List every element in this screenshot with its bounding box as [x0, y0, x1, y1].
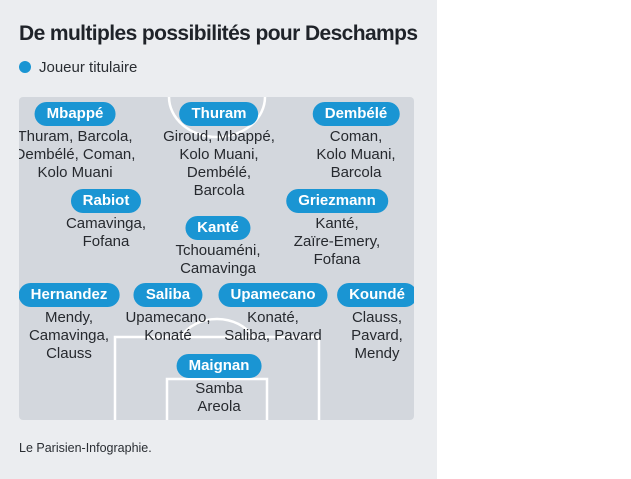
alternative-text: Konaté	[144, 327, 192, 344]
player-name-badge: Mbappé	[34, 102, 116, 126]
alternative-text: Dembélé,	[186, 164, 252, 181]
alternative-text: Thuram, Barcola,	[19, 128, 133, 145]
alternative-text: Areola	[197, 398, 241, 415]
player-konde: Koundé Clauss, Pavard, Mendy	[337, 283, 414, 363]
alternative-text: Kolo Muani	[37, 164, 113, 181]
player-griezmann: Griezmann Kanté, Zaïre-Emery, Fofana	[286, 189, 388, 269]
alternative-text: Camavinga,	[28, 327, 110, 344]
alternative-text: Kolo Muani,	[316, 146, 396, 163]
player-name-badge: Kanté	[185, 216, 251, 240]
alternative-text: Fofana	[82, 233, 130, 250]
alternatives-list: Camavinga, Fofana	[66, 215, 146, 251]
alternative-text: Mendy	[354, 345, 400, 362]
alternative-text: Samba	[195, 380, 243, 397]
player-name-badge: Dembélé	[312, 102, 400, 126]
infographic-title: De multiples possibilités pour Deschamps	[19, 22, 418, 45]
alternative-text: Camavinga,	[65, 215, 147, 232]
alternative-text: Pavard,	[351, 327, 403, 344]
player-name-badge: Hernandez	[19, 283, 120, 307]
alternative-text: Clauss,	[351, 309, 403, 326]
player-hernandez: Hernandez Mendy, Camavinga, Clauss	[19, 283, 120, 363]
alternative-text: Saliba, Pavard	[224, 327, 322, 344]
alternative-text: Zaïre-Emery,	[293, 233, 381, 250]
alternative-text: Clauss	[46, 345, 92, 362]
legend: Joueur titulaire	[19, 58, 137, 76]
alternatives-list: Konaté, Saliba, Pavard	[224, 309, 322, 345]
player-name-badge: Saliba	[133, 283, 203, 307]
player-kante: Kanté Tchouaméni, Camavinga	[175, 216, 261, 278]
pitch-lines	[113, 97, 321, 420]
player-thuram: Thuram Giroud, Mbappé, Kolo Muani, Dembé…	[163, 102, 275, 200]
player-saliba: Saliba Upamecano, Konaté	[125, 283, 211, 345]
player-mbappe: Mbappé Thuram, Barcola, Dembélé, Coman, …	[19, 102, 135, 182]
alternatives-list: Clauss, Pavard, Mendy	[351, 309, 403, 363]
alternatives-list: Thuram, Barcola, Dembélé, Coman, Kolo Mu…	[19, 128, 135, 182]
alternative-text: Barcola	[330, 164, 382, 181]
alternatives-list: Tchouaméni, Camavinga	[175, 242, 260, 278]
alternative-text: Mendy,	[44, 309, 94, 326]
alternative-text: Coman,	[329, 128, 383, 145]
alternatives-list: Kanté, Zaïre-Emery, Fofana	[294, 215, 380, 269]
player-upamecano: Upamecano Konaté, Saliba, Pavard	[218, 283, 328, 345]
alternatives-list: Coman, Kolo Muani, Barcola	[316, 128, 395, 182]
alternatives-list: Mendy, Camavinga, Clauss	[29, 309, 109, 363]
player-name-badge: Thuram	[179, 102, 259, 126]
player-name-badge: Rabiot	[70, 189, 142, 213]
player-name-badge: Upamecano	[218, 283, 328, 307]
alternative-text: Kolo Muani,	[179, 146, 259, 163]
alternative-text: Dembélé, Coman,	[19, 146, 136, 163]
alternative-text: Barcola	[193, 182, 245, 199]
player-name-badge: Koundé	[337, 283, 414, 307]
player-name-badge: Maignan	[176, 354, 262, 378]
alternatives-list: Samba Areola	[195, 380, 243, 416]
player-dembele: Dembélé Coman, Kolo Muani, Barcola	[312, 102, 400, 182]
player-maignan: Maignan Samba Areola	[176, 354, 262, 416]
alternative-text: Kanté,	[315, 215, 359, 232]
football-pitch: Mbappé Thuram, Barcola, Dembélé, Coman, …	[19, 97, 414, 420]
source-credit: Le Parisien-Infographie.	[19, 441, 152, 455]
player-rabiot: Rabiot Camavinga, Fofana	[66, 189, 146, 251]
alternative-text: Fofana	[313, 251, 361, 268]
legend-label: Joueur titulaire	[39, 58, 138, 76]
alternative-text: Giroud, Mbappé,	[163, 128, 275, 145]
legend-dot-icon	[19, 61, 31, 73]
alternative-text: Tchouaméni,	[175, 242, 261, 259]
alternative-text: Konaté,	[247, 309, 299, 326]
infographic-panel: De multiples possibilités pour Deschamps…	[0, 0, 437, 479]
alternative-text: Camavinga	[180, 260, 256, 277]
player-name-badge: Griezmann	[286, 189, 388, 213]
alternative-text: Upamecano,	[125, 309, 211, 326]
alternatives-list: Giroud, Mbappé, Kolo Muani, Dembélé, Bar…	[163, 128, 275, 200]
alternatives-list: Upamecano, Konaté	[125, 309, 210, 345]
